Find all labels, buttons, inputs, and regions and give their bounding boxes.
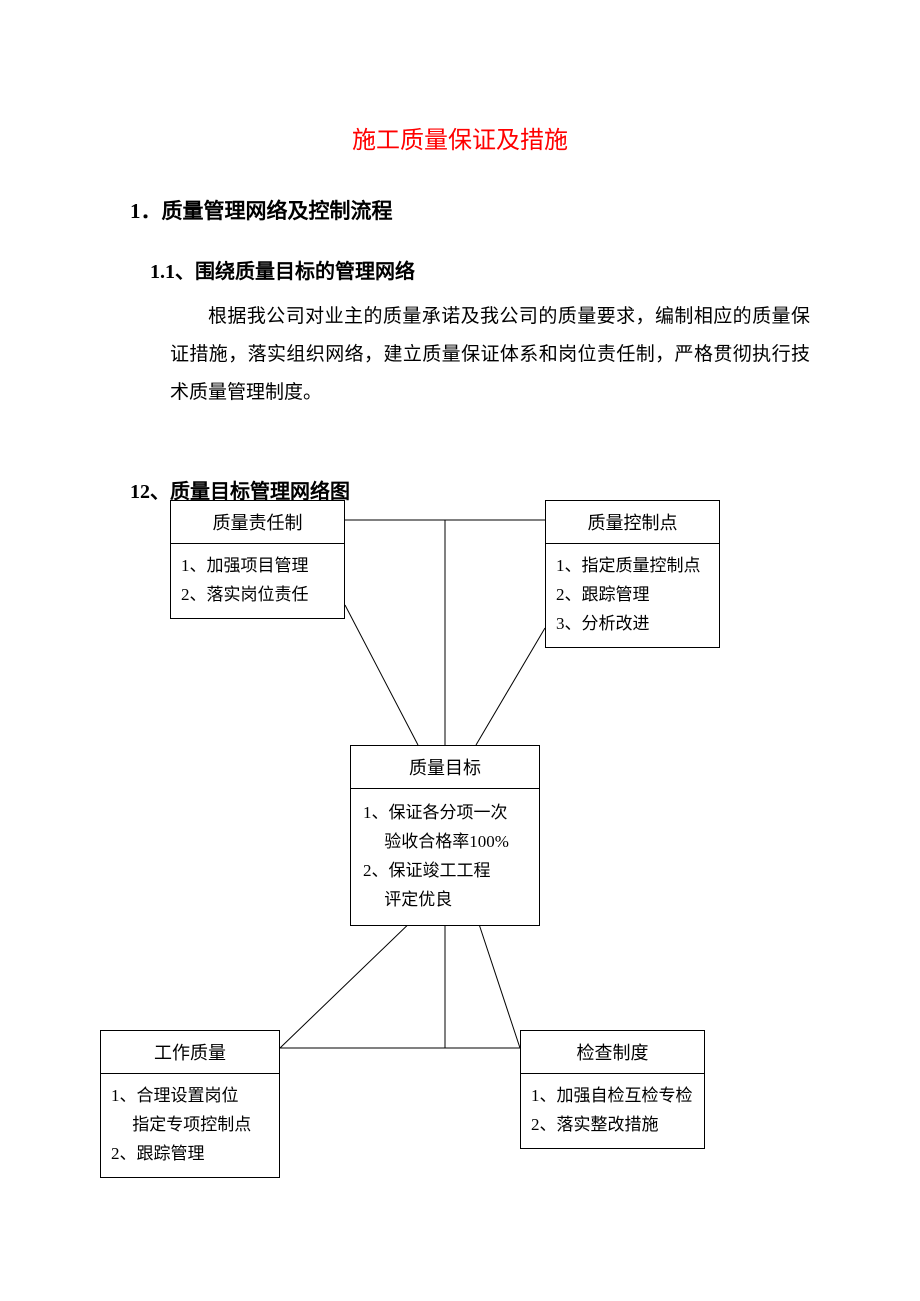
node-body: 1、加强自检互检专检 2、落实整改措施 [521,1074,704,1148]
node-work-quality: 工作质量 1、合理设置岗位 指定专项控制点 2、跟踪管理 [100,1030,280,1178]
node-item: 1、指定质量控制点 [556,552,709,581]
node-body: 1、合理设置岗位 指定专项控制点 2、跟踪管理 [101,1074,279,1177]
section-1-1-paragraph: 根据我公司对业主的质量承诺及我公司的质量要求，编制相应的质量保证措施，落实组织网… [170,298,810,412]
node-body: 1、保证各分项一次 验收合格率100% 2、保证竣工工程 评定优良 [351,789,539,925]
section-1-text: ．质量管理网络及控制流程 [141,199,393,223]
node-item: 3、分析改进 [556,610,709,639]
node-body: 1、指定质量控制点 2、跟踪管理 3、分析改进 [546,544,719,647]
node-item: 评定优良 [363,886,527,915]
node-item: 1、加强自检互检专检 [531,1082,694,1111]
node-title: 质量控制点 [546,501,719,544]
node-item: 1、保证各分项一次 [363,799,527,828]
node-item: 1、合理设置岗位 [111,1082,269,1111]
node-quality-target: 质量目标 1、保证各分项一次 验收合格率100% 2、保证竣工工程 评定优良 [350,745,540,926]
node-inspection-system: 检查制度 1、加强自检互检专检 2、落实整改措施 [520,1030,705,1149]
node-title: 质量目标 [351,746,539,789]
section-1-heading: 1．质量管理网络及控制流程 [130,195,393,225]
page-title: 施工质量保证及措施 [0,120,920,155]
node-body: 1、加强项目管理 2、落实岗位责任 [171,544,344,618]
node-item: 2、跟踪管理 [111,1140,269,1169]
node-quality-control-point: 质量控制点 1、指定质量控制点 2、跟踪管理 3、分析改进 [545,500,720,648]
quality-network-diagram: 质量责任制 1、加强项目管理 2、落实岗位责任 质量控制点 1、指定质量控制点 … [170,500,720,1150]
node-title: 质量责任制 [171,501,344,544]
node-item: 指定专项控制点 [111,1111,269,1140]
node-quality-responsibility: 质量责任制 1、加强项目管理 2、落实岗位责任 [170,500,345,619]
node-title: 工作质量 [101,1031,279,1074]
node-item: 1、加强项目管理 [181,552,334,581]
section-1-number: 1 [130,199,141,223]
node-title: 检查制度 [521,1031,704,1074]
section-1-1-number: 1.1、 [150,261,195,283]
section-1-2-number: 12、 [130,481,170,503]
section-1-1-heading: 1.1、围绕质量目标的管理网络 [150,255,415,284]
node-item: 验收合格率100% [363,828,527,857]
section-1-1-text: 围绕质量目标的管理网络 [195,261,415,283]
node-item: 2、跟踪管理 [556,581,709,610]
node-item: 2、保证竣工工程 [363,857,527,886]
node-item: 2、落实整改措施 [531,1111,694,1140]
node-item: 2、落实岗位责任 [181,581,334,610]
